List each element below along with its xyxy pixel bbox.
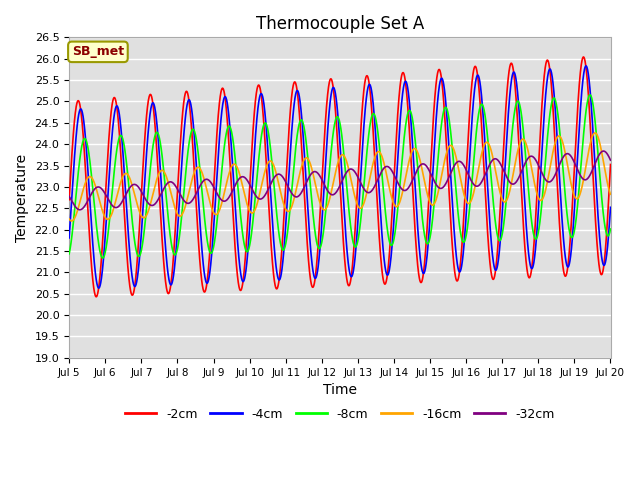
-8cm (538, 202, 545, 208)
-4cm (273, 270, 281, 276)
X-axis label: Time: Time (323, 383, 357, 397)
-4cm (296, 101, 304, 107)
Line: -16cm: -16cm (69, 133, 611, 221)
Line: -2cm: -2cm (69, 57, 611, 297)
Title: Thermocouple Set A: Thermocouple Set A (256, 15, 424, 33)
-32cm (607, 157, 614, 163)
Line: -4cm: -4cm (69, 66, 611, 288)
-2cm (159, 252, 167, 258)
-32cm (600, 148, 607, 154)
-32cm (538, 170, 545, 176)
-8cm (607, 226, 614, 232)
-16cm (68, 218, 76, 224)
-8cm (127, 206, 135, 212)
-8cm (296, 118, 304, 123)
-32cm (273, 172, 281, 178)
-16cm (273, 173, 281, 179)
-2cm (538, 106, 545, 111)
-16cm (591, 130, 599, 136)
-16cm (607, 192, 614, 197)
-4cm (95, 285, 102, 291)
-32cm (76, 207, 84, 213)
-8cm (99, 255, 107, 261)
-2cm (127, 290, 135, 296)
Text: SB_met: SB_met (72, 45, 124, 59)
-8cm (273, 213, 281, 219)
-32cm (596, 151, 604, 156)
-16cm (538, 197, 545, 203)
-16cm (596, 142, 604, 148)
-32cm (65, 193, 73, 199)
-8cm (586, 92, 594, 98)
-2cm (580, 54, 588, 60)
Legend: -2cm, -4cm, -8cm, -16cm, -32cm: -2cm, -4cm, -8cm, -16cm, -32cm (120, 403, 559, 425)
-2cm (92, 294, 100, 300)
-32cm (159, 187, 167, 192)
-16cm (296, 168, 304, 174)
-4cm (596, 241, 604, 247)
-4cm (159, 211, 167, 217)
-2cm (65, 197, 73, 203)
-4cm (607, 204, 614, 210)
-8cm (65, 251, 73, 257)
Line: -32cm: -32cm (69, 151, 611, 210)
-16cm (65, 216, 73, 222)
-32cm (127, 183, 135, 189)
Y-axis label: Temperature: Temperature (15, 154, 29, 241)
-2cm (273, 286, 281, 292)
-16cm (127, 179, 135, 185)
-4cm (538, 151, 545, 156)
-4cm (582, 63, 590, 69)
-16cm (159, 168, 167, 174)
-4cm (127, 265, 135, 271)
-2cm (296, 125, 304, 131)
-8cm (596, 178, 604, 183)
-2cm (607, 162, 614, 168)
Line: -8cm: -8cm (69, 95, 611, 258)
-2cm (596, 269, 604, 275)
-4cm (65, 235, 73, 241)
-32cm (296, 191, 304, 197)
-8cm (159, 163, 167, 168)
